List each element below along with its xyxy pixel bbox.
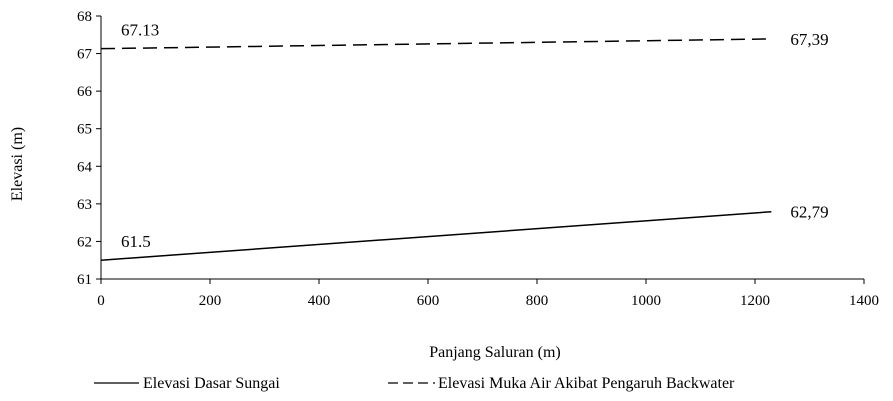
x-tick-label: 0 bbox=[97, 293, 105, 309]
x-tick-label: 200 bbox=[199, 293, 222, 309]
x-tick-label: 400 bbox=[308, 293, 331, 309]
axes bbox=[100, 16, 864, 280]
legend-label: Elevasi Muka Air Akibat Pengaruh Backwat… bbox=[438, 375, 735, 392]
data-labels: 61.5 62,79 67.13 67,39 bbox=[121, 21, 829, 252]
series-group bbox=[100, 38, 772, 261]
x-tick-label: 1200 bbox=[740, 293, 770, 309]
y-tick-label: 67 bbox=[77, 47, 93, 63]
y-tick-label: 68 bbox=[77, 9, 92, 25]
y-tick-label: 64 bbox=[77, 159, 93, 175]
backwater-series-line bbox=[100, 38, 772, 50]
data-label: 62,79 bbox=[790, 203, 828, 222]
y-tick-label: 66 bbox=[77, 84, 93, 100]
data-label: 67,39 bbox=[790, 30, 828, 49]
x-tick-label: 1400 bbox=[849, 293, 879, 309]
legend-label: Elevasi Dasar Sungai bbox=[143, 375, 280, 392]
x-tick-label: 800 bbox=[526, 293, 549, 309]
x-tick-label: 1000 bbox=[631, 293, 661, 309]
y-tick-label: 61 bbox=[77, 272, 92, 288]
data-label: 61.5 bbox=[121, 232, 151, 251]
y-axis-title: Elevasi (m) bbox=[9, 127, 26, 201]
y-tick-label: 63 bbox=[77, 197, 92, 213]
x-axis-title: Panjang Saluran (m) bbox=[429, 344, 561, 361]
y-tick-label: 65 bbox=[77, 122, 92, 138]
data-label: 67.13 bbox=[121, 21, 159, 40]
ticks: 61 62 63 64 65 66 67 68 0 200 400 600 800 1000 1200 140… bbox=[77, 9, 879, 309]
x-tick-label: 600 bbox=[417, 293, 440, 309]
y-tick-label: 62 bbox=[77, 234, 92, 250]
riverbed-series-line bbox=[100, 210, 772, 261]
legend: Elevasi Dasar Sungai Elevasi Muka Air Aki… bbox=[94, 375, 735, 392]
